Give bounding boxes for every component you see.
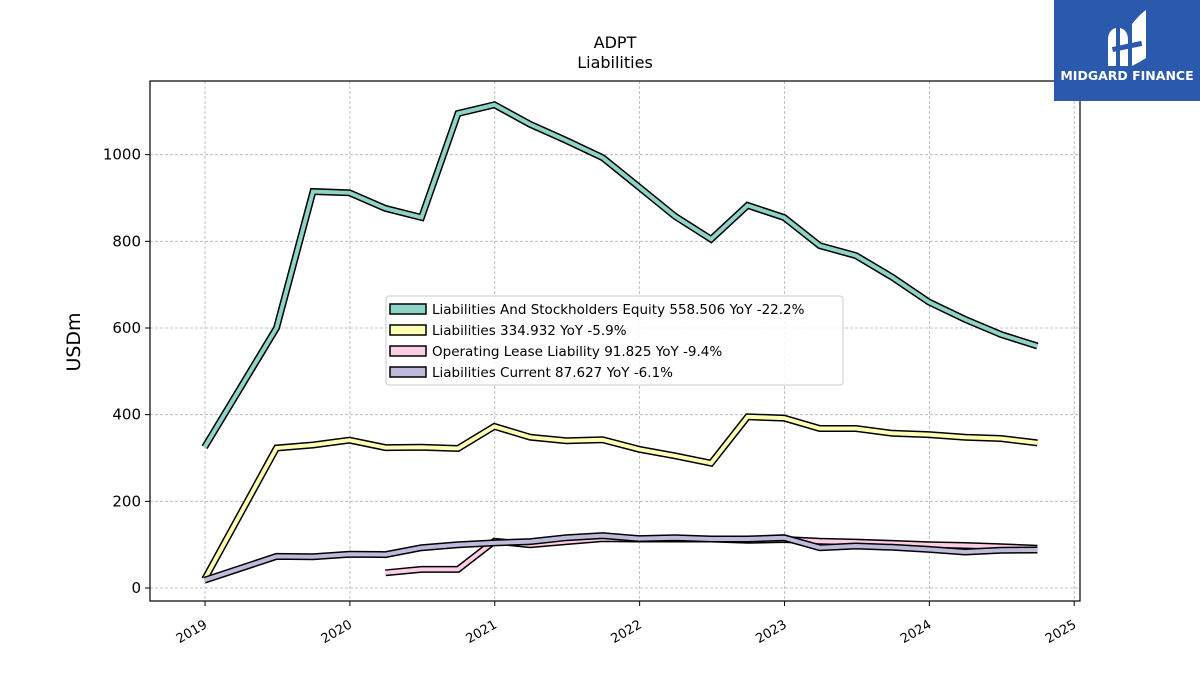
legend-label: Liabilities Current 87.627 YoY -6.1% [432,365,673,381]
x-tick-label: 2020 [319,617,355,647]
axes: 0 200 400 600 800 1000 2019 2020 2021 2022 2023 202… [103,146,1079,647]
legend-swatch [389,303,427,315]
x-tick-label: 2023 [753,617,789,647]
plot-frame [149,80,1081,602]
y-tick-label: 800 [112,232,141,250]
legend: Liabilities And Stockholders Equity 558.… [385,295,844,386]
legend-swatch [389,324,427,336]
x-tick-label: 2024 [898,617,934,647]
legend-box [385,295,844,386]
y-tick-label: 0 [131,579,141,597]
x-tick-label: 2022 [608,617,644,647]
midgard-finance-logo: MIDGARD FINANCE [1054,0,1200,101]
series-line-liabilities-and-stockholders-equity [202,102,1039,449]
y-axis-label: USDm [63,312,85,371]
y-tick-label: 400 [112,406,141,424]
chart-subtitle: Liabilities [577,53,653,72]
legend-label: Liabilities 334.932 YoY -5.9% [432,323,627,339]
legend-swatch [389,345,427,357]
y-tick-label: 600 [112,319,141,337]
series-line-outline [201,101,1039,450]
x-tick-label: 2021 [464,617,500,647]
logo-mark-icon [1054,0,1200,101]
chart-title: ADPT [594,33,637,52]
x-tick-label: 2025 [1043,617,1079,647]
legend-label: Operating Lease Liability 91.825 YoY -9.… [432,344,722,360]
legend-label: Liabilities And Stockholders Equity 558.… [432,302,805,318]
series-line-liabilities-current [203,533,1038,583]
logo-text: MIDGARD FINANCE [1060,68,1194,83]
legend-swatch [389,366,427,378]
x-tick-label: 2019 [174,617,210,647]
series-line-liabilities [202,414,1038,581]
y-tick-label: 1000 [103,146,141,164]
series-lines [201,101,1039,584]
y-tick-label: 200 [112,492,141,510]
